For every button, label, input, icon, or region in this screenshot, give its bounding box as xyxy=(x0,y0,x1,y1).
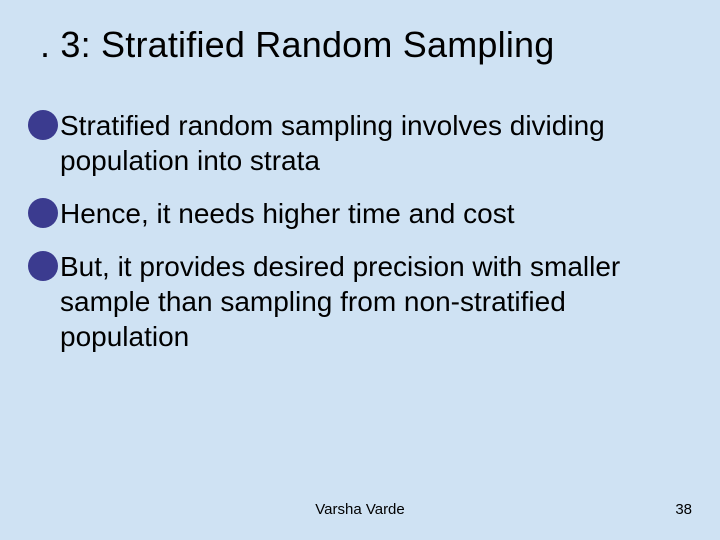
bullet-icon xyxy=(28,198,58,228)
bullet-text: Hence, it needs higher time and cost xyxy=(60,198,514,229)
slide-title: . 3: Stratified Random Sampling xyxy=(40,24,700,66)
list-item: Stratified random sampling involves divi… xyxy=(30,108,690,178)
bullet-icon xyxy=(28,251,58,281)
footer-page-number: 38 xyxy=(675,501,692,518)
list-item: But, it provides desired precision with … xyxy=(30,249,690,354)
bullet-text: Stratified random sampling involves divi… xyxy=(60,110,605,176)
list-item: Hence, it needs higher time and cost xyxy=(30,196,690,231)
bullet-icon xyxy=(28,110,58,140)
footer-author: Varsha Varde xyxy=(0,501,720,518)
bullet-text: But, it provides desired precision with … xyxy=(60,251,620,352)
bullet-list: Stratified random sampling involves divi… xyxy=(30,108,690,372)
